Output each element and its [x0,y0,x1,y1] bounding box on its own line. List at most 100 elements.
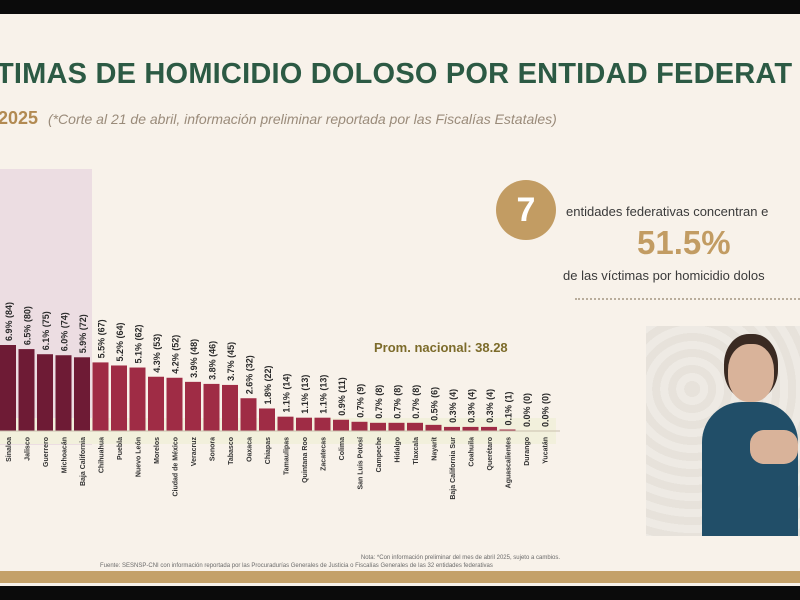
category-label: Coahuila [469,437,476,467]
category-label: Tabasco [228,437,235,465]
bar-quintana-roo [296,417,312,431]
dotted-divider [575,298,800,300]
data-label: 0.7% (9) [356,384,366,418]
data-label: 5.2% (64) [115,322,125,361]
data-label: 0.9% (11) [337,377,347,416]
data-label: 0.5% (6) [430,387,440,421]
national-average-label: Prom. nacional: 38.28 [374,340,508,355]
category-label: Ciudad de México [173,437,180,497]
stat-text-bottom: de las víctimas por homicidio dolos [563,268,765,283]
data-label: 3.9% (48) [189,339,199,378]
data-label: 1.1% (13) [319,375,329,414]
footnote-note: Nota: *Con información preliminar del me… [360,555,560,561]
category-label: Tlaxcala [413,437,420,465]
data-label: 5.1% (62) [134,324,144,363]
data-label: 0.3% (4) [448,389,458,423]
bar-tamaulipas [277,416,294,431]
category-label: Nayarit [432,436,439,460]
category-label: Baja California Sur [450,437,457,500]
category-label: Tamaulipas [284,437,291,475]
data-label: 0.7% (8) [411,385,421,419]
category-label: Oaxaca [247,437,254,462]
data-label: 0.3% (4) [485,389,495,423]
category-label: Veracruz [191,437,198,467]
data-label: 4.3% (53) [152,334,162,373]
category-label: Sonora [210,437,217,461]
category-label: Quintana Roo [302,437,309,483]
category-label: Zacatecas [321,437,328,471]
category-label: Morelos [154,437,161,464]
bar-sonora [203,383,220,431]
slide: TIMAS DE HOMICIDIO DOLOSO POR ENTIDAD FE… [0,14,800,586]
subtitle-note: (*Corte al 21 de abril, información prel… [47,111,557,127]
bar-veracruz [185,381,201,431]
subtitle: 2025 (*Corte al 21 de abril, información… [0,108,557,129]
stat-percent: 51.5% [637,224,731,261]
category-label: Nuevo León [136,437,143,477]
data-label: 2.6% (32) [245,355,255,394]
bar-zacatecas [314,417,331,431]
category-label: Baja California [80,437,87,486]
data-label: 6.0% (74) [60,312,70,351]
bar-chihuahua [92,362,109,431]
bar-jalisco [18,349,35,431]
category-label: Querétaro [487,437,494,470]
bar-chiapas [259,408,275,431]
bar-coahuila [462,426,479,431]
sign-language-interpreter [646,326,800,536]
category-label: Michoacán [62,437,69,473]
bar-hidalgo [388,422,405,431]
category-label: Puebla [117,437,124,460]
bar-michoac-n [55,355,72,431]
data-label: 3.8% (46) [208,341,218,380]
data-label: 0.3% (4) [467,389,477,423]
bar-oaxaca [240,398,257,431]
bar-sinaloa [0,345,16,431]
category-label: Guerrero [43,437,50,467]
bar-ciudad-de-m-xico [166,377,183,431]
data-label: 0.0% (0) [541,393,551,427]
bar-morelos [148,376,164,431]
bar-tlaxcala [407,422,423,431]
category-label: Durango [524,437,531,466]
bar-baja-california [74,357,90,431]
data-label: 0.7% (8) [374,385,384,419]
bar-colima [333,419,349,431]
category-label: Hidalgo [395,437,402,463]
bar-aguascalientes [499,429,516,431]
bar-nayarit [425,424,442,431]
bar-tabasco [222,384,238,431]
category-label: Campeche [376,437,383,473]
interpreter-body [702,402,798,536]
category-label: Chiapas [265,437,272,464]
data-label: 4.2% (52) [171,335,181,374]
footer-bar [0,571,800,583]
bar-campeche [370,422,386,431]
data-label: 5.9% (72) [78,314,88,353]
category-label: Sinaloa [6,437,13,462]
category-label: Aguascalientes [506,437,513,488]
data-label: 5.5% (67) [97,319,107,358]
bar-guerrero [37,354,53,431]
page-title: TIMAS DE HOMICIDIO DOLOSO POR ENTIDAD FE… [0,58,793,90]
bar-baja-california-sur [444,426,460,431]
category-label: Chihuahua [99,437,106,473]
category-label: San Luis Potosí [358,436,365,490]
category-label: Colima [339,437,346,460]
count-badge: 7 [496,180,556,240]
bar-chart: 6.9% (84) Sinaloa 6.5% (80) Jalisco 6.1% (75… [0,302,560,500]
bar-san-luis-potos- [351,421,368,431]
stat-text-top: entidades federativas concentran e [566,204,769,219]
bar-nuevo-le-n [129,367,146,431]
data-label: 6.9% (84) [4,302,14,341]
interpreter-head [728,344,774,402]
data-label: 1.8% (22) [263,365,273,404]
category-label: Jalisco [25,437,32,461]
data-label: 0.1% (1) [504,391,514,425]
data-label: 3.7% (45) [226,342,236,381]
data-label: 0.0% (0) [522,393,532,427]
bar-puebla [111,365,127,431]
interpreter-hands [750,430,798,464]
data-label: 1.1% (13) [300,375,310,414]
data-label: 6.5% (80) [23,306,33,345]
